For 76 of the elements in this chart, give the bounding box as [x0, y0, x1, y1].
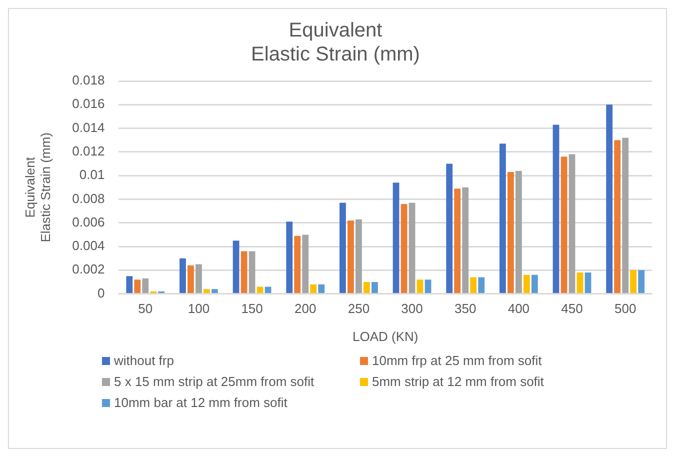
y-tick-label: 0.01 [79, 167, 105, 182]
bar [248, 251, 256, 294]
x-tick-label: 300 [401, 301, 423, 316]
legend-label: 5 x 15 mm strip at 25mm from sofit [114, 374, 314, 389]
y-tick-label: 0.014 [72, 120, 105, 135]
bar [614, 140, 621, 294]
legend-label: without frp [114, 353, 174, 368]
bar [454, 188, 461, 294]
bar [264, 286, 272, 294]
bar [310, 284, 317, 294]
y-tick-label: 0.012 [72, 144, 105, 159]
bar [180, 258, 186, 294]
bar [408, 202, 416, 294]
x-tick-label: 500 [614, 301, 636, 316]
legend-label: 10mm bar at 12 mm from sofit [114, 395, 288, 410]
bar [240, 251, 248, 294]
bar [302, 234, 309, 294]
y-tick-label: 0.002 [72, 262, 105, 277]
bar [499, 144, 506, 294]
bar [212, 289, 218, 294]
bar [134, 280, 141, 294]
bar [356, 219, 362, 294]
x-axis-title: LOAD (KN) [352, 328, 418, 344]
y-tick-label: 0 [97, 285, 105, 300]
bar [568, 154, 576, 294]
bar [196, 264, 202, 294]
x-tick-label: 200 [294, 301, 316, 316]
bar [232, 240, 240, 294]
x-tick-label: 400 [508, 301, 530, 316]
bar [523, 274, 530, 294]
bar [294, 236, 301, 294]
y-tick-label: 0.018 [72, 72, 105, 88]
x-tick-label: 100 [188, 301, 210, 316]
y-tick-label: 0.016 [72, 96, 105, 112]
bar [622, 138, 629, 294]
chart-title: Equivalent Elastic Strain (mm) [251, 20, 420, 66]
bar [372, 282, 378, 294]
bar [416, 280, 424, 294]
bar [400, 204, 408, 294]
bar [318, 284, 325, 294]
bar [204, 289, 210, 294]
x-tick-label: 350 [454, 301, 476, 316]
bar [584, 272, 592, 294]
bar [364, 282, 370, 294]
x-tick-label: 150 [241, 301, 263, 316]
bar [126, 276, 133, 294]
bar [560, 156, 568, 294]
bar [446, 164, 453, 294]
x-tick-label: 250 [348, 301, 370, 316]
y-axis-title: Equivalent Elastic Strain (mm) [22, 132, 53, 242]
y-tick-label: 0.004 [72, 238, 105, 254]
bar [630, 270, 637, 294]
bar [392, 182, 400, 294]
bar [576, 272, 584, 294]
bar [462, 187, 469, 294]
bar [531, 274, 538, 294]
bar [142, 278, 149, 294]
legend-label: 5mm strip at 12 mm from sofit [372, 374, 544, 389]
bar [507, 172, 514, 294]
x-tick-label: 450 [561, 301, 583, 316]
x-tick-label: 50 [138, 301, 153, 316]
bar [348, 220, 354, 294]
bar [340, 202, 346, 294]
bar [188, 265, 194, 294]
bar [470, 277, 477, 294]
y-tick-label: 0.008 [72, 190, 105, 206]
bar [606, 104, 613, 294]
bar [638, 270, 645, 294]
bar [424, 280, 432, 294]
bar [478, 277, 485, 294]
bar [552, 124, 560, 294]
legend-label: 10mm frp at 25 mm from sofit [372, 353, 542, 368]
bar [286, 222, 293, 294]
y-tick-label: 0.006 [72, 214, 105, 230]
bar [256, 286, 264, 294]
bar [515, 170, 522, 294]
